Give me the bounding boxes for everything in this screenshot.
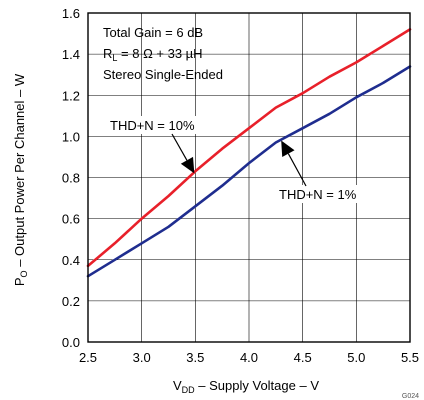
annotation-arrow-10 bbox=[171, 133, 195, 174]
arrow-head bbox=[180, 156, 195, 174]
y-label-pre: P bbox=[12, 277, 27, 286]
x-tick-label: 2.5 bbox=[79, 350, 97, 365]
x-tick-label: 5.0 bbox=[347, 350, 365, 365]
arrow-shaft bbox=[171, 133, 188, 161]
y-tick-label: 0.2 bbox=[62, 294, 80, 309]
arrow-head bbox=[281, 140, 295, 158]
y-tick-label: 0.6 bbox=[62, 212, 80, 227]
annotation-thd-1: THD+N = 1% bbox=[279, 187, 357, 202]
plot-frame bbox=[87, 12, 411, 343]
x-tick-label: 3.0 bbox=[133, 350, 151, 365]
annotation-10-bg bbox=[106, 116, 218, 134]
series-layer bbox=[86, 28, 412, 278]
x-tick-label: 4.0 bbox=[240, 350, 258, 365]
y-label-post: – Output Power Per Channel – W bbox=[12, 73, 27, 270]
x-label-pre: V bbox=[173, 378, 182, 393]
grid bbox=[88, 13, 410, 342]
tick-labels: 2.5 3.0 3.5 4.0 4.5 5.0 5.5 0.0 0.2 0.4 0.6 0.8 1.0 1… bbox=[62, 6, 419, 365]
y-tick-label: 1.6 bbox=[62, 6, 80, 21]
arrow-shaft bbox=[287, 153, 307, 187]
legend-load-sub: L bbox=[112, 53, 117, 63]
y-tick-label: 0.8 bbox=[62, 171, 80, 186]
y-tick-label: 1.2 bbox=[62, 88, 80, 103]
y-label-sub: O bbox=[19, 270, 29, 277]
series-line-1 bbox=[86, 65, 412, 278]
legend-line-load: RL = 8 Ω + 33 µH bbox=[103, 46, 203, 63]
legend-line-mode: Stereo Single-Ended bbox=[103, 67, 223, 82]
x-label-post: – Supply Voltage – V bbox=[195, 378, 320, 393]
x-label-sub: DD bbox=[182, 385, 195, 395]
legend-load-post: = 8 Ω + 33 µH bbox=[117, 46, 202, 61]
series-line-0 bbox=[86, 28, 412, 268]
legend-load-pre: R bbox=[103, 46, 112, 61]
y-tick-label: 0.0 bbox=[62, 335, 80, 350]
x-tick-label: 5.5 bbox=[401, 350, 419, 365]
annotation-thd-10: THD+N = 10% bbox=[110, 118, 195, 133]
y-tick-label: 1.4 bbox=[62, 47, 80, 62]
annotation-1-bg bbox=[276, 185, 376, 203]
x-tick-label: 4.5 bbox=[294, 350, 312, 365]
x-axis-label: VDD – Supply Voltage – V bbox=[173, 378, 319, 395]
y-axis-label: PO – Output Power Per Channel – W bbox=[12, 73, 29, 286]
y-tick-label: 0.4 bbox=[62, 253, 80, 268]
x-tick-label: 3.5 bbox=[186, 350, 204, 365]
figure-code: G024 bbox=[402, 393, 419, 400]
annotation-arrow-1 bbox=[281, 140, 307, 187]
legend-line-gain: Total Gain = 6 dB bbox=[103, 25, 203, 40]
y-tick-label: 1.0 bbox=[62, 129, 80, 144]
